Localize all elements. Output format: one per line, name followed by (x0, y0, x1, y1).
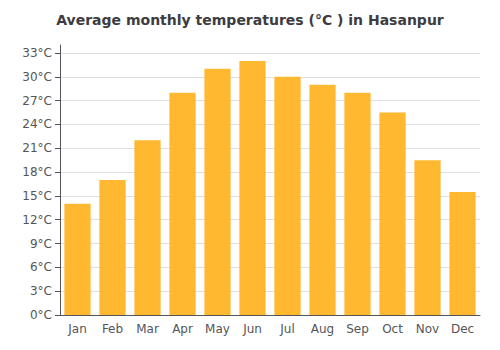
svg-text:Mar: Mar (136, 322, 159, 336)
svg-text:3°C: 3°C (30, 284, 52, 298)
svg-text:Apr: Apr (172, 322, 193, 336)
svg-text:May: May (205, 322, 230, 336)
svg-text:Dec: Dec (451, 322, 474, 336)
svg-text:Jan: Jan (67, 322, 87, 336)
svg-text:Jul: Jul (279, 322, 294, 336)
svg-text:Sep: Sep (346, 322, 369, 336)
svg-text:15°C: 15°C (22, 189, 52, 203)
svg-text:12°C: 12°C (22, 213, 52, 227)
svg-text:24°C: 24°C (22, 117, 52, 131)
svg-text:27°C: 27°C (22, 94, 52, 108)
svg-text:33°C: 33°C (22, 46, 52, 60)
svg-text:Aug: Aug (311, 322, 334, 336)
svg-text:Oct: Oct (382, 322, 403, 336)
svg-text:9°C: 9°C (30, 237, 52, 251)
svg-text:6°C: 6°C (30, 260, 52, 274)
svg-text:Jun: Jun (242, 322, 262, 336)
svg-text:21°C: 21°C (22, 141, 52, 155)
svg-text:18°C: 18°C (22, 165, 52, 179)
svg-text:30°C: 30°C (22, 70, 52, 84)
svg-text:0°C: 0°C (30, 308, 52, 322)
svg-text:Nov: Nov (416, 322, 439, 336)
svg-text:Feb: Feb (102, 322, 123, 336)
svg-text:Average monthly temperatures (: Average monthly temperatures (°C ) in Ha… (56, 12, 444, 28)
